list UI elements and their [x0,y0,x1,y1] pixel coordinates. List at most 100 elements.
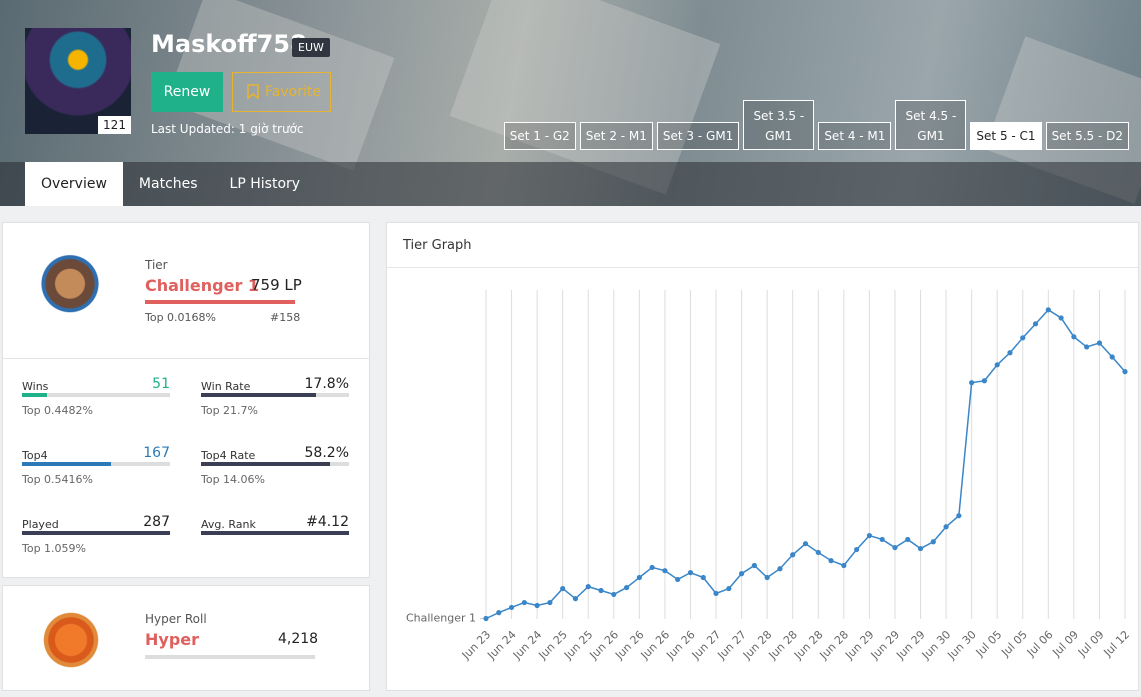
set-button[interactable]: Set 5.5 - D2 [1045,122,1129,150]
point [1096,340,1103,346]
point [815,549,821,556]
point [994,362,1000,368]
point [496,610,502,616]
point [649,564,655,571]
stat: Avg. Rank #4.12 [201,514,349,535]
stat-bar [201,462,349,466]
x-tick-label: Jun 28 [791,628,825,662]
tab[interactable]: Matches [138,176,198,192]
x-tick-label: Jun 30 [944,628,978,662]
x-tick-label: Jun 23 [459,628,493,662]
point [751,562,757,569]
stat-sub: Top 1.059% [22,542,87,555]
point [892,544,898,551]
point [1032,321,1039,327]
hyper-value: 4,218 [278,631,319,647]
graph-title: Tier Graph [403,238,472,253]
stat-value: 51 [152,376,170,392]
x-tick-label: Jul 09 [1075,628,1107,660]
stat-bar-fill [22,393,48,397]
point [585,584,591,590]
x-tick-label: Jun 27 [689,628,723,662]
x-tick-label: Jun 29 [842,628,876,662]
stat-bar-fill [22,531,170,535]
stat-bar-fill [22,462,111,466]
point [623,584,630,591]
hyper-bar [145,655,315,659]
stat-bar [201,393,349,397]
tab-bar: Overview Matches LP History [0,162,1141,206]
tab[interactable]: Overview [25,162,123,206]
point [879,536,885,543]
point [981,378,988,384]
point [662,568,668,574]
y-tick-label: Challenger 1 [406,611,476,624]
renew-button[interactable]: Renew [151,72,223,112]
tier-top: Top 0.0168% [145,311,217,324]
point [726,585,732,592]
x-tick-label: Jun 28 [817,628,851,662]
x-tick-label: Jun 26 [587,628,621,662]
x-tick-label: Jun 30 [919,628,953,662]
point [854,546,860,553]
point [930,539,936,545]
point [560,585,566,592]
point [1122,369,1128,375]
point [1084,344,1090,350]
set-button[interactable]: Set 1 - G2 [503,122,576,150]
x-tick-label: Jun 24 [484,628,518,662]
divider [2,358,370,359]
point [713,590,719,597]
x-tick-label: Jun 29 [868,628,902,662]
point [764,574,770,581]
set-button[interactable]: Set 4.5 - GM1 [895,100,967,150]
point [611,591,617,598]
hyper-label: Hyper Roll [145,612,207,626]
set-button[interactable]: Set 4 - M1 [818,122,892,150]
point [841,562,847,569]
point [1020,335,1026,341]
point [687,570,694,576]
tier-bar [145,300,295,304]
set-button[interactable]: Set 5 - C1 [970,122,1042,150]
x-tick-label: Jun 29 [893,628,927,662]
stat-label: Top4 Rate [201,449,256,462]
x-tick-label: Jun 24 [510,628,544,662]
point [521,599,527,606]
stat-bar-fill [201,462,330,466]
point [866,532,872,539]
stat-bar [201,531,349,535]
point [1109,354,1115,360]
stat-value: 58.2% [304,445,349,461]
set-button[interactable]: Set 2 - M1 [579,122,653,150]
set-button[interactable]: Set 3.5 - GM1 [743,100,815,150]
stat: Top4 Rate 58.2% Top 14.06% [201,445,349,486]
stat-value: 167 [143,445,170,461]
stat: Wins 51 Top 0.4482% [22,376,170,417]
x-tick-label: Jul 06 [1024,628,1056,660]
stat-bar-fill [201,531,349,535]
point [483,615,489,622]
stat: Top4 167 Top 0.5416% [22,445,170,486]
point [700,574,706,581]
set-button[interactable]: Set 3 - GM1 [656,122,740,150]
x-tick-label: Jul 12 [1101,628,1133,660]
favorite-label: Favorite [265,84,321,100]
stat-label: Wins [22,380,49,393]
stat-sub: Top 0.5416% [22,473,94,486]
favorite-button[interactable]: Favorite [232,72,331,112]
stat-bar-fill [201,393,317,397]
point [790,552,796,558]
stat: Win Rate 17.8% Top 21.7% [201,376,349,417]
stat-sub: Top 14.06% [201,473,266,486]
point [956,513,962,519]
point [598,587,604,594]
tier-rank: Challenger 1 [145,276,260,295]
stat-bar [22,462,170,466]
point [943,524,949,530]
summoner-name: Maskoff758 [151,30,307,58]
tab[interactable]: LP History [229,176,301,192]
tier-label: Tier [145,258,168,272]
point [828,558,834,564]
stat-label: Avg. Rank [201,518,256,531]
